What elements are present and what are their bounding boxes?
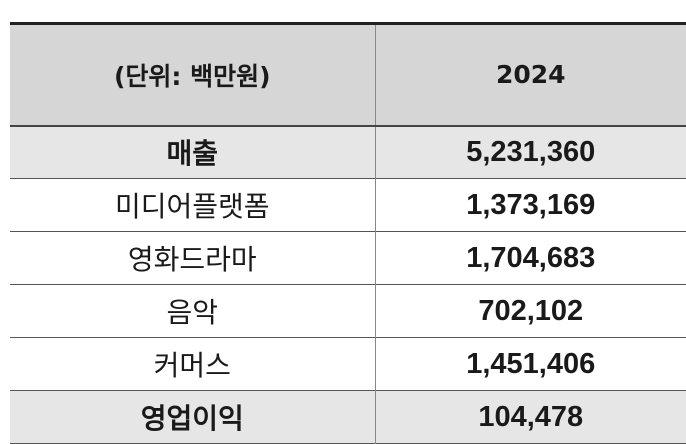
year-header: 2024 [495,60,566,90]
row-value: 1,704,683 [466,241,596,274]
table-row-music: 음악 702,102 [10,284,686,338]
row-value: 104,478 [478,400,584,433]
row-value: 1,373,169 [466,188,596,221]
unit-header: (단위: 백만원) [10,23,376,126]
row-label: 미디어플랫폼 [10,178,376,232]
row-label: 영화드라마 [10,231,376,285]
row-value: 1,451,406 [466,347,596,380]
row-label: 음악 [10,284,376,338]
header-row: (단위: 백만원) 2024 [10,23,686,126]
row-label: 영업이익 [10,390,376,444]
table-header: (단위: 백만원) 2024 [10,23,686,126]
table-row-operating-profit: 영업이익 104,478 [10,390,686,444]
table-row-revenue: 매출 5,231,360 [10,125,686,179]
row-value: 702,102 [478,294,584,327]
financial-table-container: (단위: 백만원) 2024 매출 5,231,360 미디어플랫폼 1,373… [10,22,686,444]
row-label: 커머스 [10,337,376,391]
row-label: 매출 [10,125,376,179]
row-value: 5,231,360 [466,135,596,168]
table-row-media-platform: 미디어플랫폼 1,373,169 [10,178,686,232]
financial-table: (단위: 백만원) 2024 매출 5,231,360 미디어플랫폼 1,373… [10,22,686,444]
table-body: 매출 5,231,360 미디어플랫폼 1,373,169 영화드라마 1,70… [10,125,686,444]
table-row-film-drama: 영화드라마 1,704,683 [10,231,686,285]
table-row-commerce: 커머스 1,451,406 [10,337,686,391]
